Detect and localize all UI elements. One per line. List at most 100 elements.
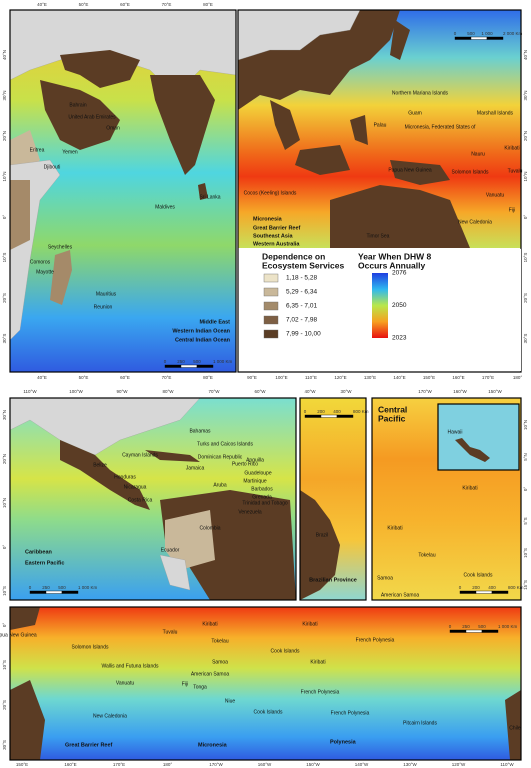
- coordinate-label: 140°E: [393, 375, 405, 380]
- region-label: Middle East: [199, 319, 230, 325]
- place-label: Samoa: [212, 659, 228, 665]
- legend-title: Ecosystem Services: [262, 260, 344, 270]
- place-label: Papua New Guinea: [0, 632, 37, 638]
- place-label: Tuvalu: [163, 629, 178, 635]
- coordinate-label: 10°S: [2, 660, 7, 670]
- coordinate-label: 170°E: [482, 375, 494, 380]
- place-label: Nicaragua: [124, 484, 147, 490]
- coordinate-label: 20°N: [523, 131, 528, 141]
- land-hawaii: [455, 438, 490, 462]
- place-label: Turks and Caicos Islands: [197, 441, 253, 447]
- scale-bar-segment: [465, 629, 483, 633]
- place-label: Venezuela: [238, 509, 262, 515]
- place-label: Guadeloupe: [244, 470, 271, 476]
- coordinate-label: 50°E: [79, 2, 89, 7]
- place-label: Oman: [106, 125, 120, 131]
- land-central-america: [60, 440, 150, 510]
- legend-swatch: [263, 301, 279, 311]
- place-label: Cocos (Keeling) Islands: [244, 190, 297, 196]
- coordinate-label: 120°E: [334, 375, 346, 380]
- place-label: Chile: [509, 725, 521, 731]
- coordinate-label: 0°: [523, 487, 528, 492]
- place-label: Tuvalu: [508, 168, 523, 174]
- panel-frame: [9, 9, 237, 373]
- panel-frame: [299, 397, 367, 601]
- coordinate-label: 100°E: [275, 375, 287, 380]
- coordinate-label: 80°E: [203, 2, 213, 7]
- legend-item: 5,29 - 6,34: [286, 289, 317, 296]
- land-madagascar: [50, 250, 72, 305]
- place-label: French Polynesia: [356, 637, 395, 643]
- coordinate-label: 10°S: [2, 586, 7, 596]
- coordinate-label: 30°N: [2, 410, 7, 420]
- scale-label: 400: [488, 585, 496, 590]
- place-label: Brazil: [316, 532, 329, 538]
- land-australia: [10, 680, 45, 760]
- scale-label: 800 Km: [508, 585, 524, 590]
- coordinate-label: 30°W: [340, 389, 352, 394]
- ocean: [10, 607, 521, 760]
- coordinate-label: 0°: [523, 215, 528, 220]
- scale-label: 2 000 Km: [503, 31, 523, 36]
- place-label: Timor Sea: [367, 233, 390, 239]
- place-label: Cook Islands: [254, 709, 283, 715]
- place-label: Martinique: [243, 478, 267, 484]
- place-label: New Caledonia: [93, 713, 127, 719]
- legend-title: Year When DHW 8: [358, 251, 431, 261]
- land-chile: [505, 690, 521, 760]
- scale-label: 250: [462, 624, 470, 629]
- place-label: Belize: [93, 462, 107, 468]
- place-label: Hawaii: [447, 429, 462, 435]
- panel-indian-ocean: [9, 9, 237, 373]
- region-label: Great Barrier Reef: [65, 742, 113, 748]
- region-label: Caribbean: [25, 549, 53, 555]
- coordinate-label: 70°E: [162, 2, 172, 7]
- inset-frame: [437, 403, 520, 471]
- land-india: [150, 75, 215, 175]
- place-label: Kiribati: [387, 525, 402, 531]
- place-label: Sri Lanka: [199, 194, 220, 200]
- scale-bar-segment: [320, 414, 338, 418]
- land-new-guinea: [10, 607, 40, 630]
- place-label: Honduras: [114, 474, 136, 480]
- coordinate-label: 30°N: [523, 90, 528, 100]
- scale-label: 0: [29, 585, 32, 590]
- region-label: Micronesia: [198, 742, 228, 748]
- region-label: Central Indian Ocean: [175, 337, 231, 343]
- scale-label: 200: [317, 409, 325, 414]
- place-label: American Samoa: [381, 592, 420, 598]
- coordinate-label: 10°N: [523, 171, 528, 181]
- coordinate-label: 20°N: [2, 454, 7, 464]
- scale-label: 800 Km: [353, 409, 369, 414]
- coordinate-label: 5°S: [523, 517, 528, 524]
- land-japan: [390, 20, 410, 60]
- coordinate-label: 150°W: [488, 389, 502, 394]
- land-ecuador: [159, 554, 191, 591]
- land-indochina: [270, 100, 300, 150]
- coordinate-label: 140°W: [355, 762, 369, 767]
- panel-west-pacific: [237, 9, 522, 373]
- land-arabia: [40, 80, 120, 150]
- coordinate-label: 160°E: [64, 762, 76, 767]
- coordinate-label: 180°: [513, 375, 523, 380]
- scale-bar-segment: [486, 36, 504, 40]
- scale-bar-segment: [459, 590, 477, 594]
- coordinate-label: 70°E: [162, 375, 172, 380]
- place-label: Cook Islands: [271, 648, 300, 654]
- region-label: Micronesia: [253, 216, 283, 222]
- scale-label: 0: [454, 31, 457, 36]
- coordinate-label: 30°S: [2, 334, 7, 344]
- coordinate-label: 80°E: [203, 375, 213, 380]
- place-label: New Caledonia: [458, 219, 492, 225]
- place-label: Tokelau: [418, 552, 435, 558]
- legend-title: Occurs Annually: [358, 260, 426, 270]
- scale-label: 200: [472, 585, 480, 590]
- scale-bar-segment: [304, 414, 322, 418]
- scale-label: 1 000: [481, 31, 493, 36]
- land-philippines: [350, 115, 368, 145]
- land-brazil: [300, 490, 340, 600]
- place-label: Cayman Islands: [122, 452, 158, 458]
- land-cuba: [145, 450, 200, 462]
- coordinate-label: 40°W: [304, 389, 316, 394]
